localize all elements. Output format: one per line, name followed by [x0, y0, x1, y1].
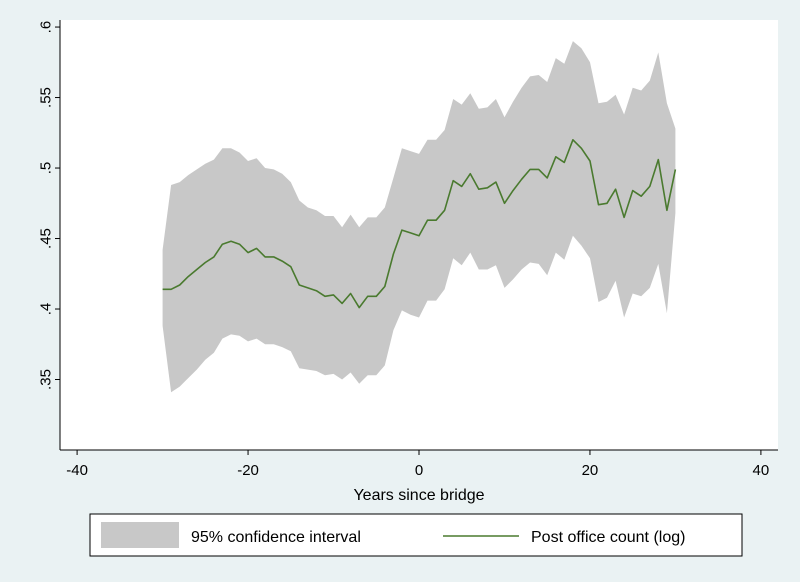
confidence-band-group: [162, 41, 676, 393]
x-tick-label: 40: [753, 462, 770, 479]
y-tick-label: .45: [38, 228, 55, 249]
confidence-band: [162, 41, 676, 393]
x-axis-ticks: -40 -20 0 20 40: [66, 450, 769, 479]
x-tick-label: 0: [415, 462, 423, 479]
legend-swatch-confidence-interval: [101, 522, 179, 548]
x-tick-label: 20: [582, 462, 599, 479]
y-tick-label: .5: [38, 162, 55, 175]
x-axis-title: Years since bridge: [353, 487, 484, 504]
x-tick-label: -40: [66, 462, 88, 479]
x-tick-label: -20: [237, 462, 259, 479]
y-tick-label: .4: [38, 303, 55, 316]
y-tick-label: .55: [38, 87, 55, 108]
series-line-group: [162, 139, 677, 309]
y-tick-label: .6: [38, 21, 55, 34]
legend-box: [89, 513, 743, 557]
y-tick-label: .35: [38, 369, 55, 390]
series-line-post-office-count: [162, 139, 677, 309]
legend-label-post-office-count: Post office count (log): [531, 529, 685, 546]
legend-label-confidence-interval: 95% confidence interval: [191, 529, 361, 546]
legend: 95% confidence interval Post office coun…: [89, 513, 743, 557]
y-axis-ticks: .35 .4 .45 .5 .55 .6: [38, 21, 60, 390]
